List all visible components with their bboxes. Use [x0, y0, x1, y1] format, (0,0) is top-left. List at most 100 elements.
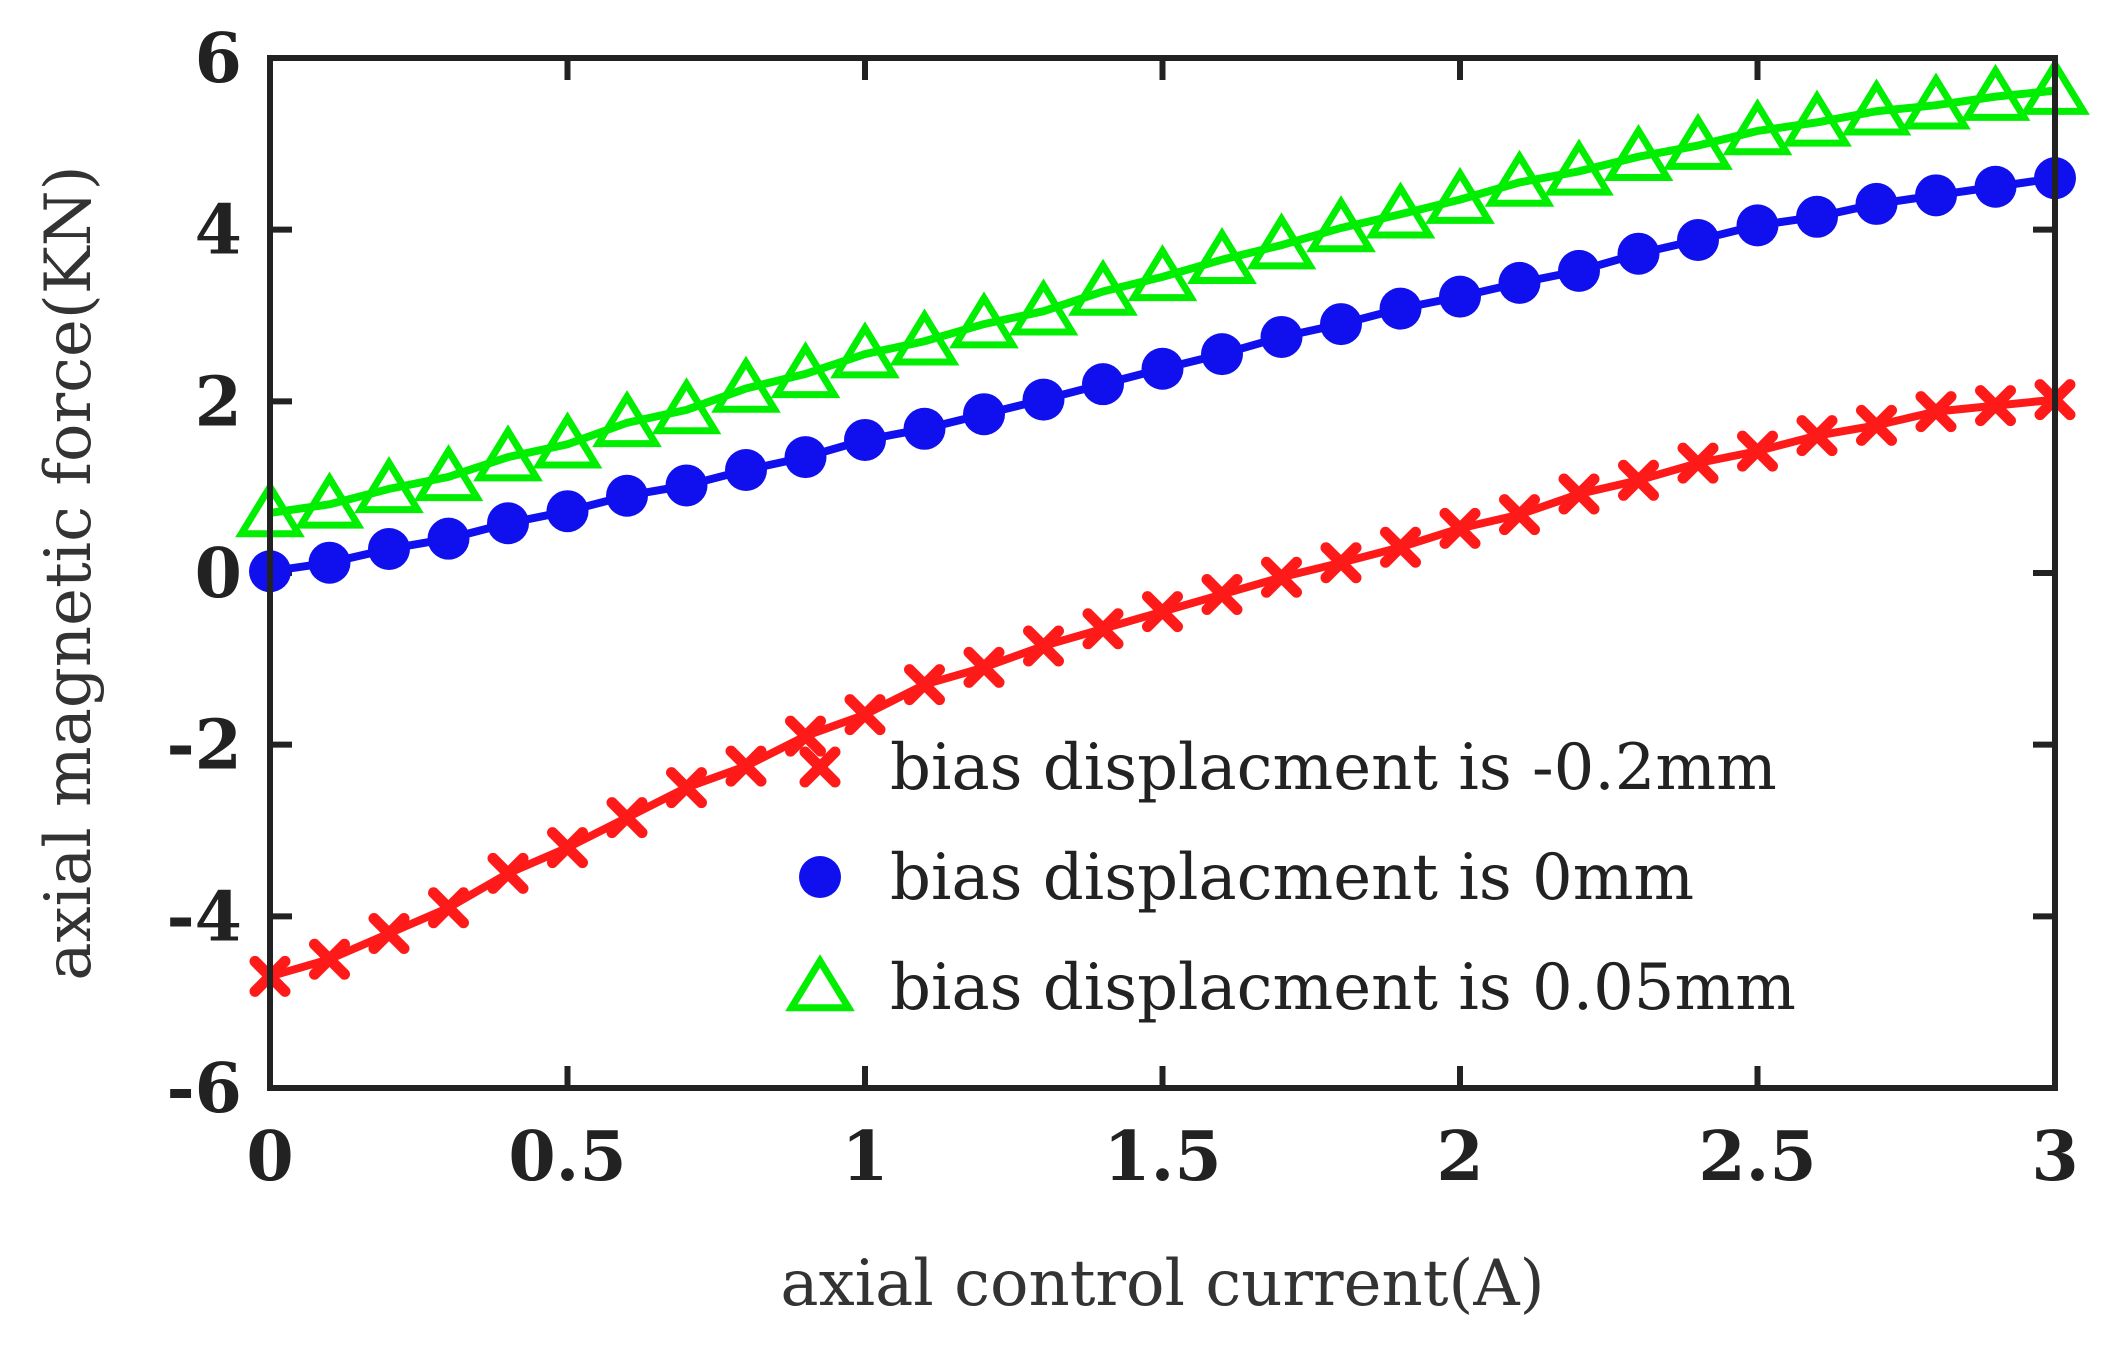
data-point	[903, 407, 946, 450]
legend-marker	[785, 954, 855, 1012]
data-point	[1484, 149, 1555, 207]
x-tick-label: 1.5	[1103, 1117, 1221, 1197]
data-point	[1737, 430, 1778, 472]
y-tick-label: -4	[166, 877, 242, 957]
data-point	[1915, 391, 1957, 433]
data-point	[428, 887, 469, 929]
marker-stroke	[309, 938, 350, 980]
y-tick-label: -2	[166, 706, 242, 786]
x-tick-label: 3	[2031, 1117, 2078, 1197]
series-1	[249, 157, 2076, 593]
marker-stroke	[785, 715, 826, 757]
legend-entry: bias displacment is -0.2mm	[799, 731, 1777, 805]
series-layer	[235, 57, 2090, 997]
data-point	[1974, 165, 2017, 208]
x-tick-label: 0.5	[508, 1117, 626, 1197]
data-point	[1782, 89, 1852, 147]
data-point	[1379, 287, 1422, 330]
data-point	[1022, 378, 1065, 421]
data-point	[844, 694, 886, 736]
data-point	[1201, 333, 1243, 376]
marker-stroke	[725, 745, 767, 787]
data-point	[413, 444, 484, 502]
marker-stroke	[1618, 459, 1659, 501]
data-point	[1499, 494, 1540, 536]
data-point	[1901, 72, 1971, 130]
data-point	[592, 390, 662, 448]
data-point	[1677, 218, 1719, 261]
series-0	[249, 379, 2076, 997]
data-point	[309, 938, 350, 980]
data-point	[666, 767, 707, 809]
data-point	[1260, 315, 1303, 358]
data-point	[1127, 244, 1198, 302]
marker-stroke	[1023, 625, 1064, 667]
series-line-2	[269, 86, 2056, 517]
data-point	[532, 411, 603, 469]
data-point	[725, 449, 767, 491]
marker-stroke	[1439, 507, 1481, 549]
data-point	[368, 527, 410, 570]
data-point	[963, 646, 1005, 688]
data-point	[308, 541, 351, 584]
x-axis-label: axial control current(A)	[780, 1247, 1544, 1321]
ticks-layer	[267, 55, 2058, 1091]
data-point	[1306, 195, 1376, 253]
y-axis-label: axial magnetic force(KN)	[32, 165, 106, 980]
data-point	[651, 377, 722, 435]
data-point	[1856, 404, 1897, 446]
data-point	[1498, 261, 1541, 304]
data-point	[889, 308, 960, 366]
data-point	[949, 291, 1019, 349]
data-point	[487, 502, 529, 545]
data-point	[1246, 212, 1317, 270]
y-tick-label: 6	[195, 19, 242, 99]
legend-entry: bias displacment is 0.05mm	[785, 951, 1796, 1025]
data-point	[1841, 78, 1912, 136]
marker-stroke	[1261, 556, 1302, 598]
data-point	[294, 471, 365, 529]
marker-stroke	[1082, 608, 1124, 650]
data-point	[1320, 303, 1362, 346]
data-point	[665, 464, 708, 507]
data-point	[1558, 249, 1600, 292]
marker-stroke	[844, 694, 886, 736]
data-point	[427, 517, 470, 560]
data-point	[1736, 204, 1779, 247]
marker-stroke	[1380, 526, 1421, 568]
data-point	[473, 424, 543, 482]
marker-stroke	[963, 646, 1005, 688]
data-point	[1544, 138, 1614, 196]
series-2	[235, 57, 2090, 538]
marker-stroke	[1737, 430, 1778, 472]
data-point	[1618, 459, 1659, 501]
marker-stroke	[1975, 385, 2016, 427]
plot-frame	[267, 55, 2058, 1091]
data-point	[1677, 442, 1719, 484]
x-tick-label: 1	[841, 1117, 888, 1197]
data-point	[1558, 473, 1600, 515]
tick-labels: 0 0.5 1 1.5 2 2.5 3 -6 -4 -2 0 2 4 6	[166, 19, 2078, 1197]
data-point	[547, 827, 588, 869]
data-point	[1796, 195, 1838, 238]
data-point	[487, 852, 529, 894]
marker-stroke	[799, 746, 841, 788]
data-point	[1008, 278, 1079, 336]
data-point	[1187, 226, 1257, 285]
marker-stroke	[1201, 573, 1243, 615]
marker-stroke	[1142, 591, 1183, 633]
legend: bias displacment is -0.2mm bias displacme…	[785, 731, 1796, 1025]
data-point	[1960, 63, 2031, 121]
data-point	[1082, 363, 1124, 406]
data-point	[1617, 232, 1660, 275]
data-point	[844, 418, 886, 461]
data-point	[1201, 573, 1243, 615]
data-point	[606, 474, 648, 517]
data-point	[1796, 415, 1838, 457]
legend-label: bias displacment is 0.05mm	[890, 951, 1796, 1025]
data-point	[1855, 182, 1898, 225]
y-tick-label: -6	[166, 1049, 242, 1129]
marker-stroke	[1796, 415, 1838, 457]
y-tick-label: 0	[195, 534, 242, 614]
marker-stroke	[1320, 542, 1362, 584]
